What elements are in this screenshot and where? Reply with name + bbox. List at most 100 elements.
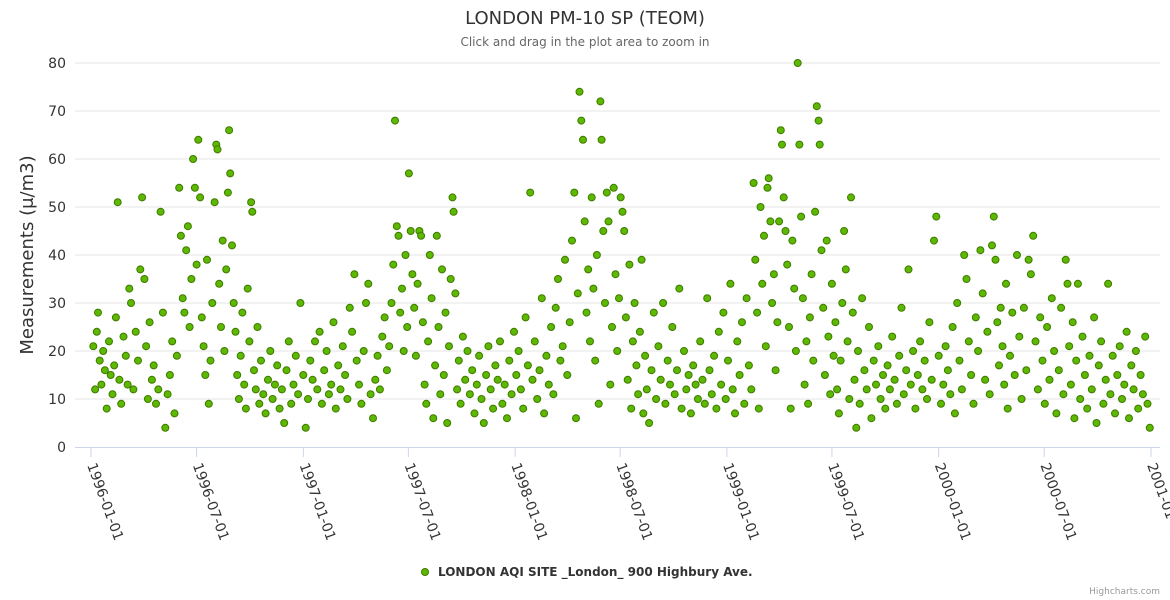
data-point[interactable] xyxy=(1118,395,1126,403)
data-point[interactable] xyxy=(761,342,770,351)
data-point[interactable] xyxy=(301,423,310,432)
data-point[interactable] xyxy=(885,385,894,394)
data-point[interactable] xyxy=(719,308,728,317)
data-point[interactable] xyxy=(756,203,765,211)
data-point[interactable] xyxy=(97,380,106,389)
data-point[interactable] xyxy=(1129,385,1138,394)
data-point[interactable] xyxy=(338,342,347,351)
data-point[interactable] xyxy=(463,347,472,355)
data-point[interactable] xyxy=(1113,371,1122,379)
data-point[interactable] xyxy=(1083,404,1092,413)
data-point[interactable] xyxy=(401,251,410,259)
data-point[interactable] xyxy=(899,390,908,399)
data-point[interactable] xyxy=(953,299,962,307)
data-point[interactable] xyxy=(1134,404,1143,413)
data-point[interactable] xyxy=(168,337,177,346)
data-point[interactable] xyxy=(498,399,507,408)
data-point[interactable] xyxy=(138,193,147,202)
data-point[interactable] xyxy=(199,342,208,351)
data-point[interactable] xyxy=(226,169,235,178)
data-point[interactable] xyxy=(811,207,820,216)
data-point[interactable] xyxy=(925,318,934,327)
data-point[interactable] xyxy=(213,145,222,154)
data-point[interactable] xyxy=(582,308,591,317)
data-point[interactable] xyxy=(1085,351,1094,360)
data-point[interactable] xyxy=(599,227,608,235)
data-point[interactable] xyxy=(916,337,925,346)
data-point[interactable] xyxy=(425,251,434,259)
data-point[interactable] xyxy=(1101,375,1110,384)
data-point[interactable] xyxy=(1111,409,1119,418)
data-point[interactable] xyxy=(819,303,828,312)
data-point[interactable] xyxy=(523,361,532,370)
data-point[interactable] xyxy=(1017,395,1026,403)
data-point[interactable] xyxy=(1022,366,1031,375)
data-point[interactable] xyxy=(670,390,679,399)
data-point[interactable] xyxy=(454,356,463,365)
data-point[interactable] xyxy=(1026,270,1035,279)
data-point[interactable] xyxy=(432,231,441,240)
data-point[interactable] xyxy=(879,371,887,379)
data-point[interactable] xyxy=(491,361,500,370)
data-point[interactable] xyxy=(1145,423,1154,432)
data-point[interactable] xyxy=(623,375,632,384)
data-point[interactable] xyxy=(206,356,215,365)
data-point[interactable] xyxy=(855,399,864,408)
data-point[interactable] xyxy=(776,126,785,135)
data-point[interactable] xyxy=(575,87,584,96)
data-point[interactable] xyxy=(976,246,985,255)
data-point[interactable] xyxy=(948,323,957,331)
data-point[interactable] xyxy=(434,323,443,331)
data-point[interactable] xyxy=(417,231,426,240)
data-point[interactable] xyxy=(1080,371,1089,379)
data-point[interactable] xyxy=(656,375,665,384)
data-point[interactable] xyxy=(241,404,250,413)
data-point[interactable] xyxy=(930,236,938,245)
data-point[interactable] xyxy=(231,327,240,336)
data-point[interactable] xyxy=(691,380,700,389)
data-point[interactable] xyxy=(616,193,625,202)
data-point[interactable] xyxy=(1015,332,1024,341)
data-point[interactable] xyxy=(243,284,252,293)
data-point[interactable] xyxy=(152,399,160,408)
data-point[interactable] xyxy=(682,385,691,394)
data-point[interactable] xyxy=(327,380,336,389)
data-point[interactable] xyxy=(764,174,773,183)
data-point[interactable] xyxy=(918,385,927,394)
data-point[interactable] xyxy=(99,347,108,355)
data-point[interactable] xyxy=(666,380,674,389)
data-point[interactable] xyxy=(618,207,627,216)
data-point[interactable] xyxy=(1006,351,1014,360)
data-point[interactable] xyxy=(913,371,922,379)
data-point[interactable] xyxy=(439,371,448,379)
data-point[interactable] xyxy=(766,217,775,226)
data-point[interactable] xyxy=(1106,390,1115,399)
data-point[interactable] xyxy=(123,380,132,389)
data-point[interactable] xyxy=(451,289,460,298)
data-point[interactable] xyxy=(149,361,158,370)
data-point[interactable] xyxy=(145,318,154,327)
data-point[interactable] xyxy=(1031,337,1040,346)
data-point[interactable] xyxy=(781,227,790,235)
data-point[interactable] xyxy=(717,380,726,389)
data-point[interactable] xyxy=(962,275,971,283)
data-point[interactable] xyxy=(192,260,201,269)
data-point[interactable] xyxy=(769,270,778,279)
data-point[interactable] xyxy=(1000,380,1009,389)
data-point[interactable] xyxy=(890,375,899,384)
data-point[interactable] xyxy=(804,399,813,408)
data-point[interactable] xyxy=(516,385,525,394)
data-point[interactable] xyxy=(443,419,452,427)
data-point[interactable] xyxy=(519,404,528,413)
data-point[interactable] xyxy=(284,337,293,346)
data-point[interactable] xyxy=(418,318,427,327)
data-point[interactable] xyxy=(1090,313,1099,322)
data-point[interactable] xyxy=(403,323,412,331)
data-point[interactable] xyxy=(1040,399,1049,408)
data-point[interactable] xyxy=(427,294,436,303)
data-point[interactable] xyxy=(134,356,142,365)
data-point[interactable] xyxy=(196,193,205,202)
data-point[interactable] xyxy=(178,294,187,303)
data-point[interactable] xyxy=(514,347,523,355)
data-point[interactable] xyxy=(291,351,300,360)
